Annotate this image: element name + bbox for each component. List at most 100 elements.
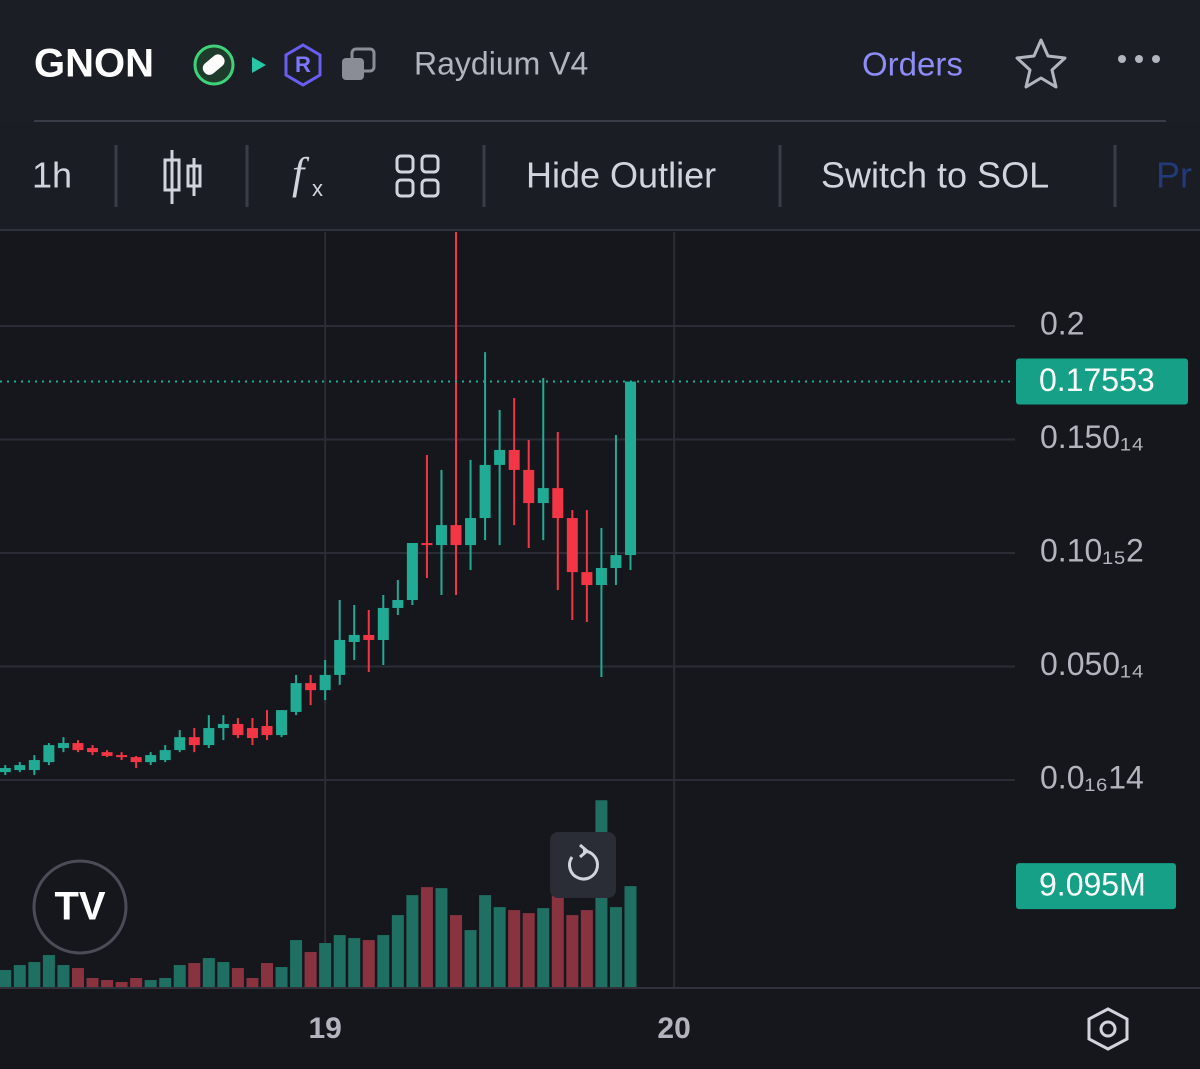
hide-outlier-button[interactable]: Hide Outlier xyxy=(526,155,716,196)
icon-cell xyxy=(420,178,440,198)
logo-mark: TV xyxy=(54,885,105,929)
reset-arrowhead xyxy=(579,843,590,859)
reset-bg xyxy=(550,832,616,898)
volume-bar xyxy=(130,978,143,988)
volume-bar xyxy=(508,910,521,988)
candle-body xyxy=(363,634,375,640)
volume-bar xyxy=(435,888,448,988)
candle-body xyxy=(595,568,607,586)
volume-bar xyxy=(115,982,128,988)
candle-body xyxy=(217,723,229,729)
dot xyxy=(1152,55,1160,63)
favorite-star[interactable] xyxy=(1015,38,1067,89)
candle-body xyxy=(508,449,520,470)
candle-body xyxy=(581,572,593,586)
copy-icon-back xyxy=(350,47,376,73)
volume-bar xyxy=(304,952,317,988)
volume-bar xyxy=(551,895,564,988)
candle-body xyxy=(610,555,622,568)
volume-bar xyxy=(231,968,244,988)
play-icon xyxy=(252,57,266,73)
volume-bar xyxy=(217,962,230,988)
volume-bar xyxy=(57,965,70,988)
pill-shape xyxy=(202,54,225,75)
token-name: GNON xyxy=(34,42,154,86)
settings-button[interactable] xyxy=(1087,1007,1129,1051)
candle-body xyxy=(406,543,418,601)
logo-circle xyxy=(32,859,128,955)
candle-body xyxy=(28,760,40,771)
volume-bar xyxy=(159,978,172,988)
candle-body xyxy=(14,765,26,771)
reset-button[interactable] xyxy=(550,832,616,898)
volume-bar xyxy=(86,978,99,988)
interval-button[interactable]: 1h xyxy=(32,155,72,196)
candle-body xyxy=(246,728,258,739)
candle-body xyxy=(624,381,636,556)
volume-bar xyxy=(202,958,215,988)
volume-bar xyxy=(479,895,492,988)
more-menu[interactable] xyxy=(1118,55,1160,63)
y-tick-label: 0.050₁₄ xyxy=(1040,646,1144,682)
candle-body xyxy=(261,726,273,736)
raydium-icon[interactable] xyxy=(284,43,322,87)
last-volume-badge xyxy=(1016,863,1176,910)
hexagon xyxy=(1087,1007,1129,1051)
token-icons: R xyxy=(193,43,376,87)
candle-body xyxy=(116,755,128,758)
cut-off-button[interactable]: Pr xyxy=(1156,155,1192,196)
candle-body xyxy=(72,743,84,751)
volume-bar xyxy=(493,907,506,988)
candle-body xyxy=(319,674,331,691)
volume-bar xyxy=(464,930,477,988)
volume-bar xyxy=(391,915,404,988)
candle-body xyxy=(101,752,113,756)
indicators-x: x xyxy=(312,176,323,201)
x-tick-label: 20 xyxy=(657,1012,690,1045)
candle-body xyxy=(57,743,69,749)
plot: 0.2 0.150₁₄ 0.10₁₅2 0.050₁₄ 0.0₁₆14 19 20 0.175… xyxy=(0,232,1188,1045)
candle-body xyxy=(159,750,171,761)
volume-bar xyxy=(13,965,26,988)
candle-body xyxy=(232,723,244,736)
hexagon-center xyxy=(1099,1020,1117,1038)
candle-body xyxy=(523,469,535,504)
candle-body xyxy=(552,488,564,519)
candle-body xyxy=(377,607,389,640)
tradingview-logo[interactable]: TV xyxy=(32,859,128,955)
volume-bar xyxy=(537,908,550,988)
volume-bar xyxy=(173,965,186,988)
candle-body xyxy=(537,488,549,504)
volume-bar xyxy=(348,938,361,988)
volume-bar xyxy=(188,963,201,988)
volume-bar xyxy=(362,940,375,988)
dot xyxy=(1135,55,1143,63)
icon-cell xyxy=(395,178,415,198)
candle-body xyxy=(392,600,404,608)
y-tick-label: 0.150₁₄ xyxy=(1040,419,1144,455)
candle-body xyxy=(305,683,317,691)
icon-cell xyxy=(420,154,440,174)
y-tick-label: 0.2 xyxy=(1040,305,1084,341)
volume-bar xyxy=(71,968,84,988)
chart-type-button[interactable] xyxy=(163,150,202,204)
orders-link[interactable]: Orders xyxy=(862,46,963,83)
candle-body xyxy=(494,449,506,465)
volume-bar xyxy=(609,907,622,988)
candle-body xyxy=(421,543,433,546)
layout-button[interactable] xyxy=(395,154,440,198)
raydium-letter: R xyxy=(295,52,311,77)
candle-body xyxy=(43,745,55,763)
reset-arrow xyxy=(568,849,599,881)
switch-sol-button[interactable]: Switch to SOL xyxy=(821,155,1049,196)
volume-bar xyxy=(406,895,419,988)
candle-body xyxy=(465,518,477,546)
last-price-badge xyxy=(1016,358,1188,405)
volume-bar xyxy=(624,886,637,988)
y-tick-label: 0.10₁₅2 xyxy=(1040,532,1144,568)
candle-body xyxy=(188,737,200,746)
candle-body xyxy=(130,757,142,763)
volume-bar xyxy=(450,915,463,988)
candle-body xyxy=(145,755,157,763)
